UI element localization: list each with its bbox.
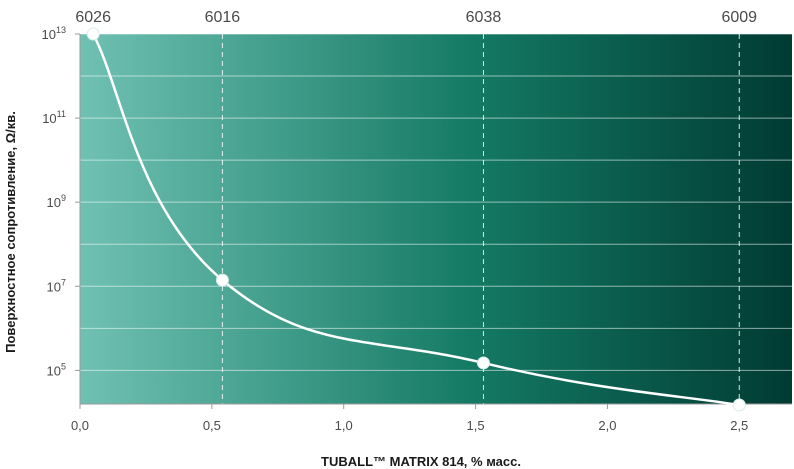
data-point: [215, 273, 229, 287]
plot-background: [80, 34, 792, 404]
point-label: 6016: [205, 9, 241, 26]
x-tick-label: 2,0: [598, 418, 616, 433]
point-label: 6026: [75, 9, 111, 26]
resistance-curve: [92, 33, 740, 407]
y-tick-label: 1013: [42, 25, 66, 42]
point-label: 6009: [721, 9, 757, 26]
data-point: [86, 27, 100, 41]
curve: [92, 33, 740, 407]
x-tick-label: 0,5: [203, 418, 221, 433]
grid: [80, 33, 792, 371]
guide-lines: [221, 34, 740, 404]
x-axis-title: TUBALL™ MATRIX 814, % масс.: [321, 454, 521, 469]
data-point: [732, 398, 746, 412]
axes: 0,0 0,5 1,0 1,5 2,0 2,5 1013 1011 109 107 105: [42, 25, 792, 433]
labels: 6026 6016 6038 6009: [75, 9, 757, 26]
data-points: [86, 27, 746, 412]
data-point: [476, 356, 490, 370]
y-tick-label: 107: [47, 277, 66, 294]
y-tick-label: 109: [47, 193, 66, 210]
x-tick-label: 2,5: [730, 418, 748, 433]
x-tick-label: 0,0: [71, 418, 89, 433]
y-axis-title: Поверхностное сопротивление, Ω/кв.: [3, 111, 18, 353]
point-label: 6038: [466, 9, 502, 26]
x-tick-label: 1,5: [467, 418, 485, 433]
x-tick-label: 1,0: [335, 418, 353, 433]
y-tick-label: 105: [47, 361, 66, 378]
y-tick-label: 1011: [42, 109, 66, 126]
